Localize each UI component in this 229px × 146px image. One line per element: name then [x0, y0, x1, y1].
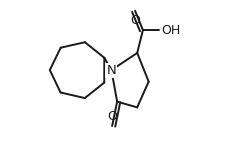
Text: N: N — [106, 64, 116, 77]
Text: OH: OH — [160, 24, 179, 36]
Text: O: O — [130, 14, 139, 27]
Text: O: O — [107, 110, 117, 123]
